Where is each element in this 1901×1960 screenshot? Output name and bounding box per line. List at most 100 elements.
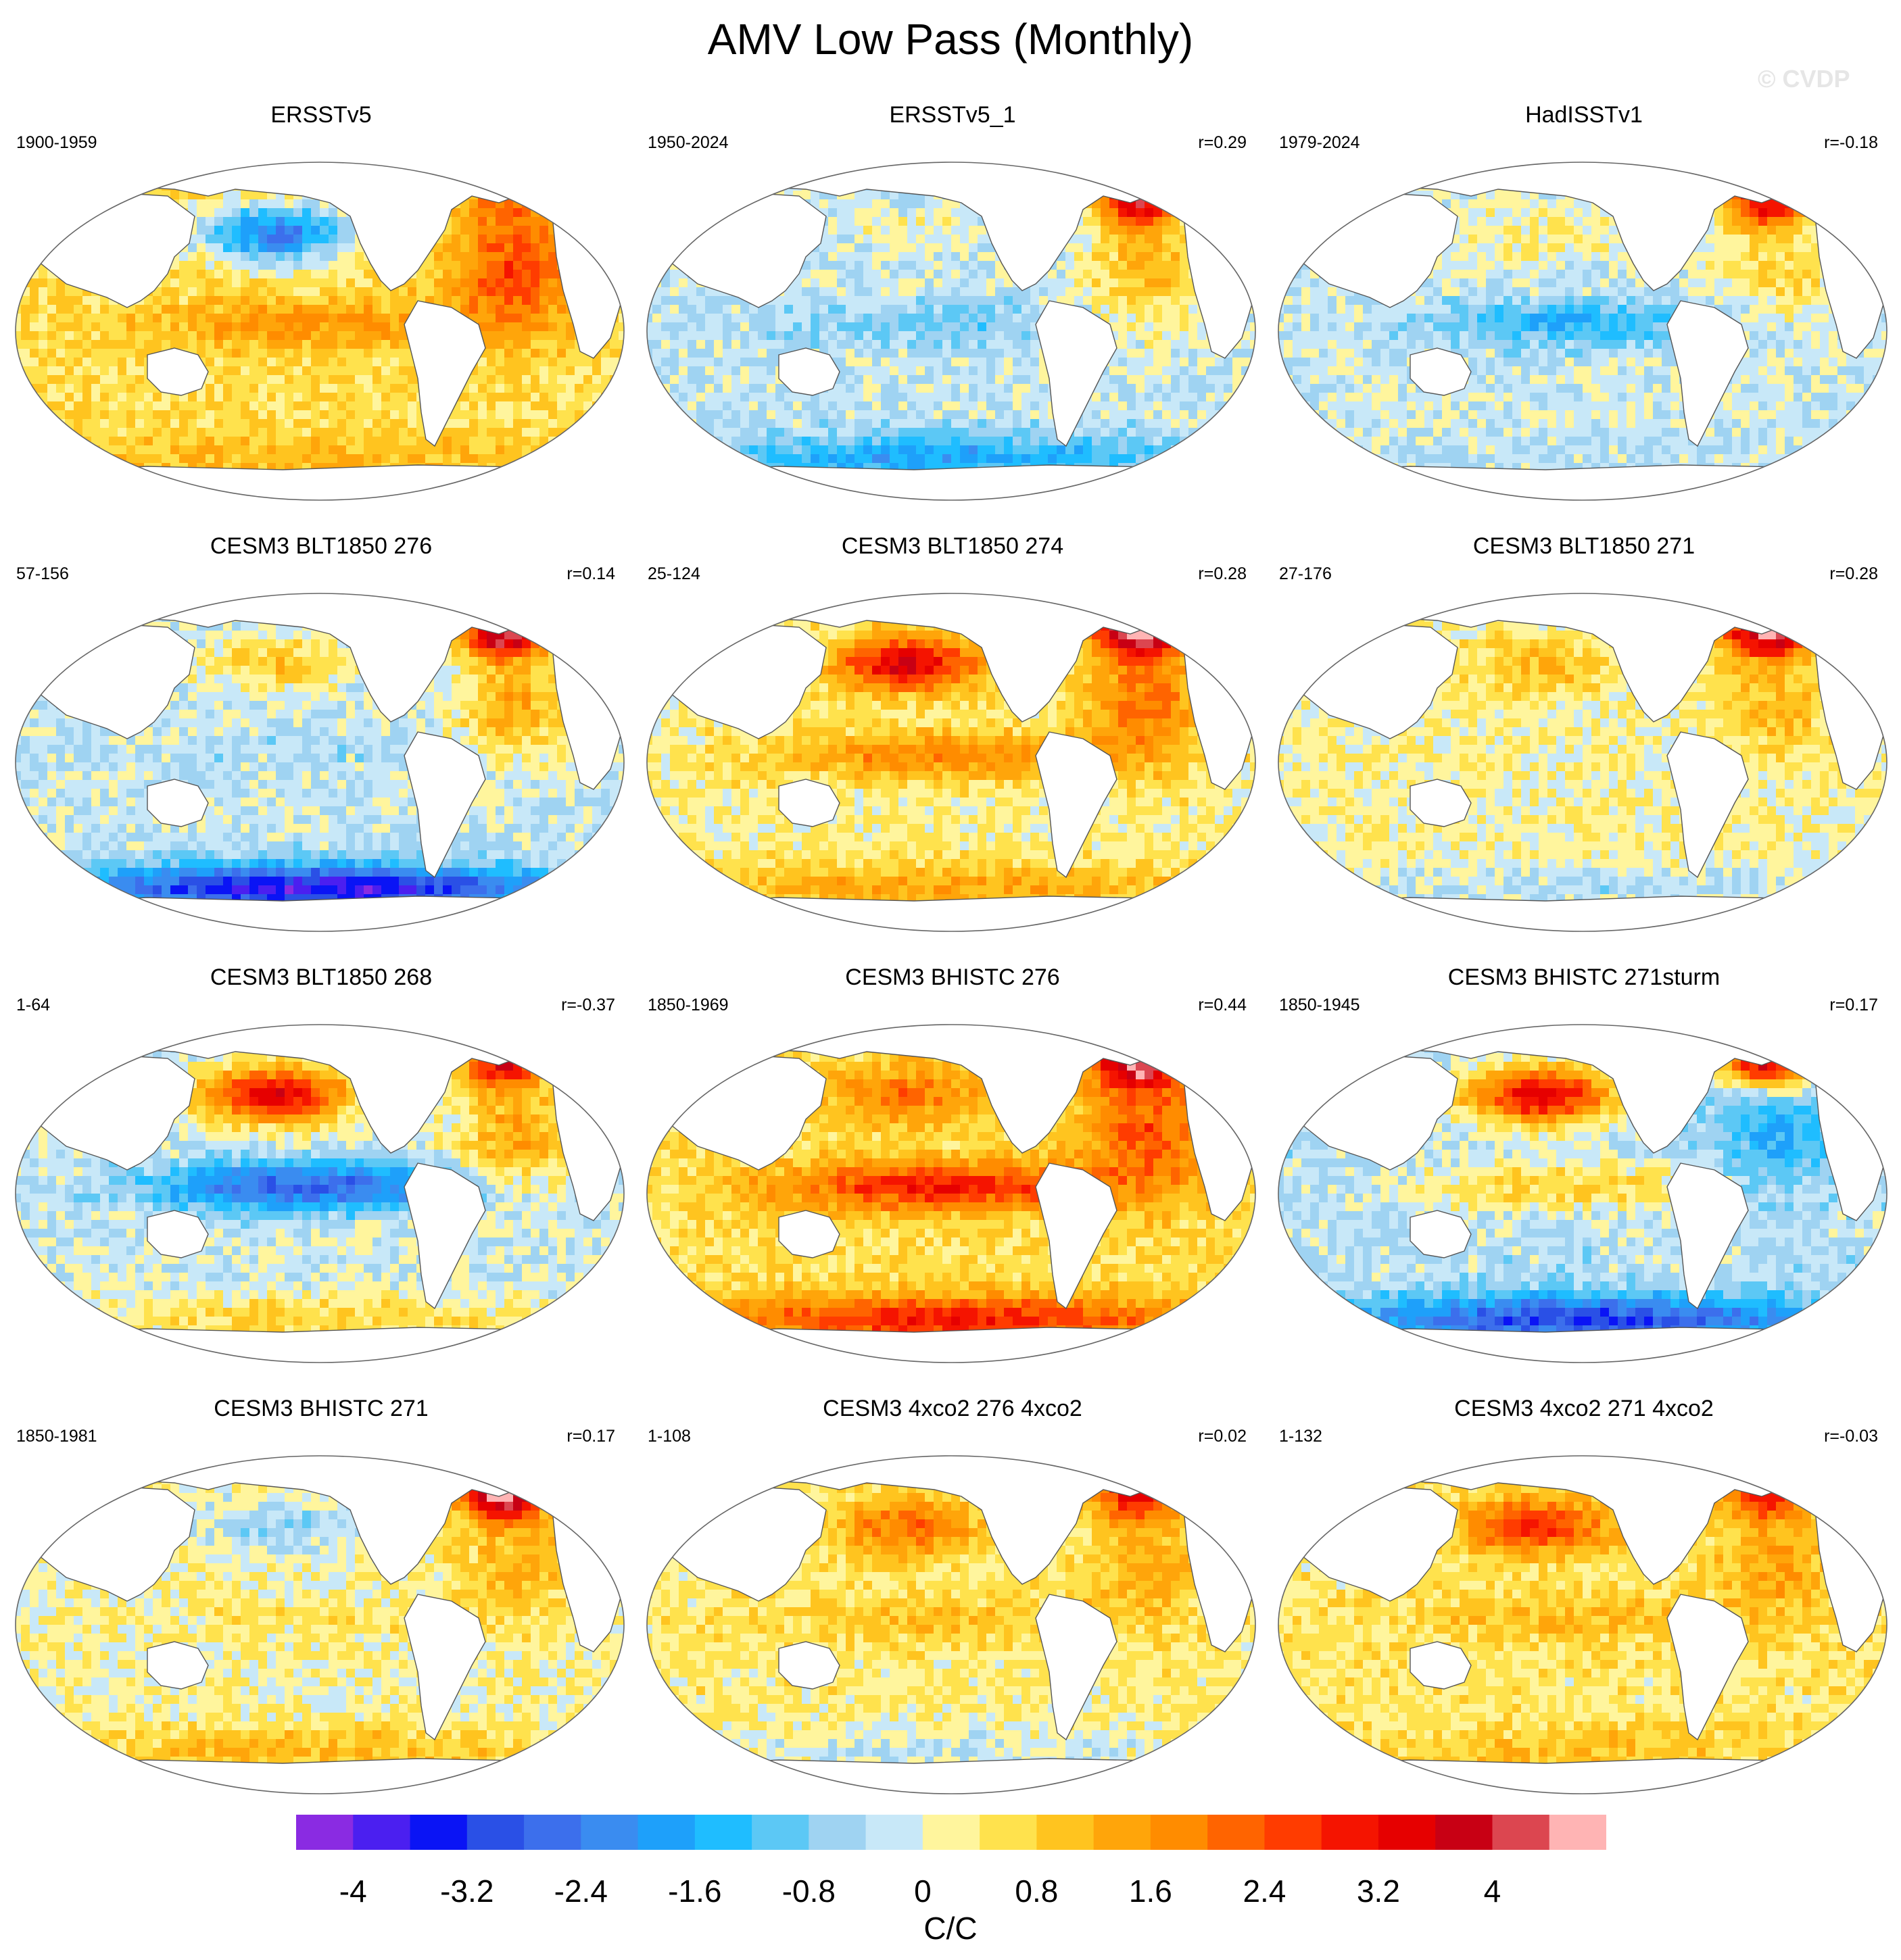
sst-cell [566, 182, 575, 191]
sst-cell [188, 287, 197, 297]
sst-cell [767, 314, 776, 323]
sst-cell [723, 375, 732, 385]
sst-cell [1171, 366, 1180, 376]
sst-cell [775, 419, 785, 428]
sst-cell [232, 331, 241, 341]
sst-cell [522, 191, 531, 200]
sst-cell [969, 217, 978, 226]
sst-cell [679, 182, 688, 191]
sst-cell [214, 358, 224, 367]
sst-cell [504, 217, 514, 226]
sst-cell [661, 226, 671, 235]
sst-cell [232, 437, 241, 446]
sst-cell [1083, 162, 1092, 165]
sst-cell [513, 243, 523, 253]
sst-cell [302, 208, 312, 218]
sst-cell [679, 349, 688, 358]
sst-cell [767, 349, 776, 358]
sst-cell [144, 162, 153, 165]
sst-cell [302, 270, 312, 279]
sst-cell [802, 191, 811, 200]
sst-cell [513, 375, 523, 385]
sst-cell [443, 270, 452, 279]
sst-cell [1162, 410, 1172, 420]
sst-cell [863, 314, 873, 323]
sst-cell [1030, 384, 1040, 393]
sst-cell [995, 270, 1005, 279]
sst-cell [91, 472, 101, 481]
sst-cell [1232, 243, 1242, 253]
sst-cell [390, 305, 400, 314]
sst-cell [907, 349, 917, 358]
sst-cell [784, 401, 794, 411]
sst-cell [258, 252, 268, 262]
sst-cell [381, 384, 391, 393]
sst-cell [153, 314, 162, 323]
sst-cell [311, 208, 320, 218]
sst-cell [329, 358, 338, 367]
sst-cell [56, 217, 66, 226]
sst-cell [855, 384, 864, 393]
sst-cell [390, 366, 400, 376]
sst-cell [592, 191, 602, 200]
sst-cell [1153, 419, 1163, 428]
sst-cell [372, 340, 382, 349]
sst-cell [47, 322, 57, 332]
sst-cell [496, 437, 505, 446]
sst-cell [960, 375, 969, 385]
sst-cell [1039, 366, 1049, 376]
sst-cell [934, 208, 943, 218]
sst-cell [144, 305, 153, 314]
sst-cell [504, 322, 514, 332]
sst-cell [881, 226, 890, 235]
sst-cell [872, 384, 882, 393]
sst-cell [978, 322, 987, 332]
sst-cell [740, 393, 750, 402]
sst-cell [126, 401, 136, 411]
sst-cell [758, 366, 767, 376]
sst-cell [153, 428, 162, 437]
sst-cell [487, 358, 496, 367]
sst-cell [811, 331, 820, 341]
sst-cell [56, 305, 66, 314]
sst-cell [135, 331, 145, 341]
sst-cell [951, 340, 961, 349]
sst-cell [91, 164, 101, 174]
sst-cell [496, 454, 505, 464]
sst-cell [819, 199, 829, 209]
sst-cell [1206, 410, 1216, 420]
sst-cell [575, 358, 584, 367]
sst-cell [47, 199, 57, 209]
sst-cell [293, 331, 303, 341]
sst-cell [355, 366, 364, 376]
sst-cell [74, 445, 83, 455]
sst-cell [557, 393, 567, 402]
sst-cell [811, 164, 820, 174]
sst-cell [91, 191, 101, 200]
sst-cell [1171, 243, 1180, 253]
sst-cell [978, 305, 987, 314]
sst-cell [1224, 208, 1233, 218]
sst-cell [522, 217, 531, 226]
sst-cell [1013, 375, 1022, 385]
sst-cell [47, 182, 57, 191]
sst-cell [1224, 366, 1233, 376]
sst-cell [942, 199, 952, 209]
sst-cell [670, 419, 679, 428]
sst-cell [1232, 208, 1242, 218]
sst-cell [188, 401, 197, 411]
sst-cell [661, 401, 671, 411]
sst-cell [661, 322, 671, 332]
sst-cell [91, 358, 101, 367]
sst-cell [557, 322, 567, 332]
sst-cell [907, 287, 917, 297]
sst-cell [381, 305, 391, 314]
sst-cell [819, 419, 829, 428]
sst-cell [162, 331, 171, 341]
sst-cell [1127, 375, 1136, 385]
sst-cell [601, 366, 610, 376]
sst-cell [513, 217, 523, 226]
sst-cell [126, 375, 136, 385]
sst-cell [293, 305, 303, 314]
sst-cell [267, 437, 276, 446]
